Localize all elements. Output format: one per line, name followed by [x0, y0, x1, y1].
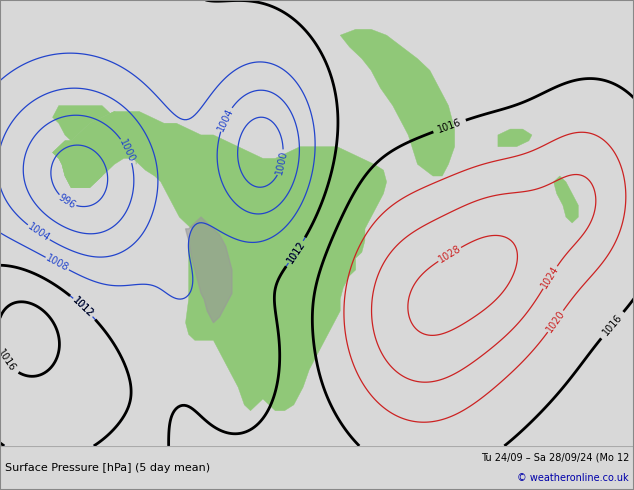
Polygon shape	[53, 112, 387, 411]
Text: 996: 996	[56, 192, 77, 211]
Text: 1016: 1016	[436, 117, 463, 135]
Text: 1012: 1012	[285, 239, 307, 265]
Text: 1000: 1000	[117, 137, 137, 164]
Text: 1004: 1004	[216, 106, 235, 132]
Polygon shape	[186, 217, 232, 323]
Polygon shape	[53, 106, 136, 188]
Text: 1004: 1004	[25, 221, 51, 244]
Text: 1008: 1008	[44, 253, 70, 274]
Polygon shape	[340, 29, 455, 176]
Polygon shape	[498, 129, 532, 147]
Text: 1000: 1000	[275, 149, 290, 175]
Text: Surface Pressure [hPa] (5 day mean): Surface Pressure [hPa] (5 day mean)	[5, 463, 210, 473]
Text: 1016: 1016	[600, 313, 624, 338]
Text: 1024: 1024	[540, 264, 561, 291]
Text: 1028: 1028	[436, 244, 463, 265]
Text: © weatheronline.co.uk: © weatheronline.co.uk	[517, 473, 629, 483]
Text: 1012: 1012	[285, 239, 307, 265]
Text: 1012: 1012	[71, 295, 96, 319]
Text: Tu 24/09 – Sa 28/09/24 (Mo 12: Tu 24/09 – Sa 28/09/24 (Mo 12	[481, 453, 629, 463]
Polygon shape	[553, 176, 578, 223]
Text: 1020: 1020	[545, 308, 567, 334]
Text: 1016: 1016	[0, 347, 17, 373]
Text: 1012: 1012	[71, 295, 96, 319]
